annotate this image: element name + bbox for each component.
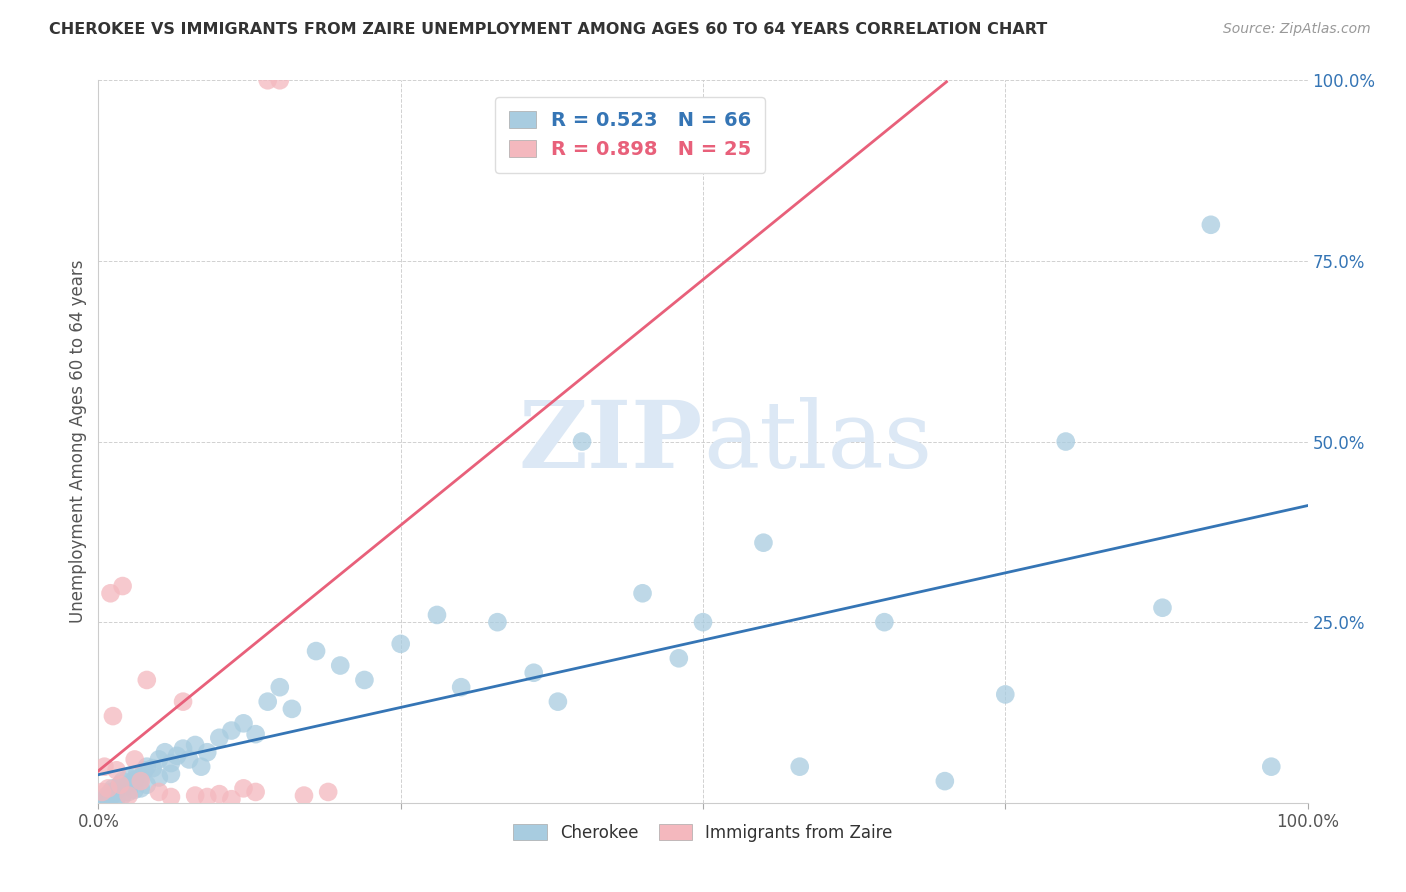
Point [118, 771, 141, 785]
Point [93, 792, 115, 806]
Point [111, 789, 134, 803]
Point [221, 723, 243, 738]
Point [160, 756, 183, 770]
Point [281, 702, 304, 716]
Point [1054, 434, 1077, 449]
Point [316, 785, 339, 799]
Y-axis label: Unemployment Among Ages 60 to 64 years: Unemployment Among Ages 60 to 64 years [69, 260, 87, 624]
Point [179, 752, 201, 766]
Point [245, 785, 267, 799]
Text: atlas: atlas [703, 397, 932, 486]
Legend: Cherokee, Immigrants from Zaire: Cherokee, Immigrants from Zaire [506, 817, 900, 848]
Point [135, 778, 157, 792]
Point [172, 695, 194, 709]
Point [166, 748, 188, 763]
Point [245, 727, 267, 741]
Point [789, 760, 811, 774]
Point [93, 760, 115, 774]
Text: ZIP: ZIP [519, 397, 703, 486]
Point [96, 789, 118, 803]
Point [232, 716, 254, 731]
Point [873, 615, 896, 630]
Point [1152, 600, 1174, 615]
Point [256, 73, 278, 87]
Point [105, 764, 128, 778]
Point [389, 637, 412, 651]
Point [114, 780, 136, 794]
Point [934, 774, 956, 789]
Point [190, 760, 212, 774]
Point [111, 579, 134, 593]
Point [100, 586, 122, 600]
Point [129, 781, 152, 796]
Point [153, 745, 176, 759]
Point [101, 781, 124, 796]
Point [994, 687, 1017, 701]
Point [172, 741, 194, 756]
Point [127, 767, 149, 781]
Point [195, 790, 218, 805]
Point [97, 792, 120, 806]
Point [134, 764, 156, 778]
Point [269, 680, 291, 694]
Point [256, 695, 278, 709]
Point [124, 782, 146, 797]
Point [142, 761, 165, 775]
Point [221, 792, 243, 806]
Point [105, 782, 128, 797]
Point [100, 785, 122, 799]
Point [523, 665, 546, 680]
Point [148, 752, 170, 766]
Point [668, 651, 690, 665]
Point [105, 791, 128, 805]
Point [450, 680, 472, 694]
Point [486, 615, 509, 630]
Point [121, 775, 143, 789]
Point [1199, 218, 1222, 232]
Point [101, 709, 124, 723]
Point [148, 771, 170, 785]
Point [103, 787, 125, 801]
Point [129, 771, 152, 785]
Point [631, 586, 654, 600]
Point [100, 790, 122, 805]
Point [129, 774, 152, 789]
Point [160, 790, 183, 805]
Point [571, 434, 593, 449]
Point [91, 794, 114, 808]
Point [184, 789, 207, 803]
Point [232, 781, 254, 796]
Point [269, 73, 291, 87]
Point [195, 745, 218, 759]
Point [160, 767, 183, 781]
Point [692, 615, 714, 630]
Point [108, 778, 131, 792]
Point [208, 731, 231, 745]
Point [91, 785, 114, 799]
Point [353, 673, 375, 687]
Point [111, 774, 134, 789]
Point [547, 695, 569, 709]
Point [1260, 760, 1282, 774]
Text: CHEROKEE VS IMMIGRANTS FROM ZAIRE UNEMPLOYMENT AMONG AGES 60 TO 64 YEARS CORRELA: CHEROKEE VS IMMIGRANTS FROM ZAIRE UNEMPL… [49, 22, 1047, 37]
Point [124, 772, 146, 787]
Point [135, 673, 157, 687]
Text: Source: ZipAtlas.com: Source: ZipAtlas.com [1223, 22, 1371, 37]
Point [118, 789, 141, 803]
Point [148, 785, 170, 799]
Point [292, 789, 315, 803]
Point [124, 752, 146, 766]
Point [184, 738, 207, 752]
Point [305, 644, 328, 658]
Point [208, 787, 231, 801]
Point [97, 781, 120, 796]
Point [329, 658, 352, 673]
Point [135, 760, 157, 774]
Point [118, 785, 141, 799]
Point [108, 778, 131, 792]
Point [752, 535, 775, 549]
Point [426, 607, 449, 622]
